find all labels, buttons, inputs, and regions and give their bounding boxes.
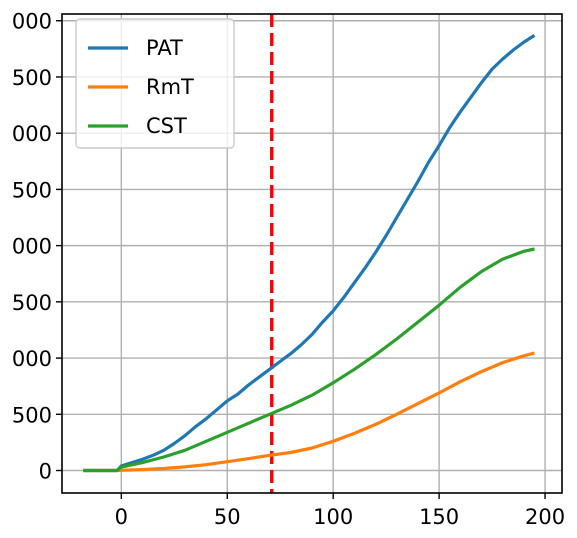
y-tick-label: 500	[12, 66, 52, 90]
y-tick-label: 0	[39, 460, 52, 484]
legend-label-rmt: RmT	[146, 75, 194, 99]
legend: PAT RmT CST	[76, 19, 234, 148]
legend-label-pat: PAT	[146, 36, 183, 60]
y-tick-label: 500	[12, 403, 52, 427]
x-tick-label: 150	[419, 505, 459, 529]
y-tick-label: 000	[12, 235, 52, 259]
series-line-cst	[83, 249, 534, 471]
y-tick-label: 000	[12, 347, 52, 371]
x-tick-label: 50	[214, 505, 241, 529]
legend-label-cst: CST	[146, 114, 187, 138]
y-tick-label: 500	[12, 291, 52, 315]
y-tick-label: 000	[12, 122, 52, 146]
series-line-rmt	[83, 353, 534, 471]
y-tick-labels: 0 500 000 500 000 500 000 500 000	[12, 10, 52, 484]
y-tick-label: 000	[12, 10, 52, 34]
x-tick-label: 0	[115, 505, 128, 529]
x-tick-label: 100	[313, 505, 353, 529]
x-tick-label: 200	[525, 505, 565, 529]
x-tick-labels: 0 50 100 150 200	[115, 505, 565, 529]
y-tick-label: 500	[12, 178, 52, 202]
